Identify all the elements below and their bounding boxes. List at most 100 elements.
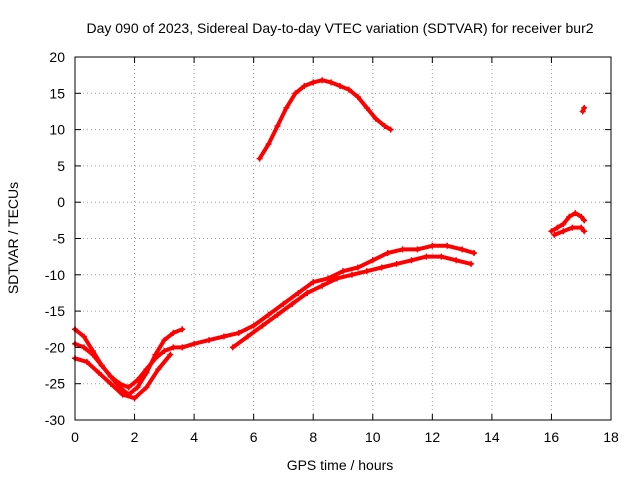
data-point (191, 340, 198, 347)
data-point (348, 271, 355, 278)
x-tick-label: 16 (544, 429, 560, 445)
data-point (295, 289, 302, 296)
x-tick-label: 14 (484, 429, 500, 445)
data-point (274, 311, 281, 318)
data-point (155, 366, 162, 373)
data-point (179, 344, 186, 351)
y-tick-label: 10 (49, 122, 65, 138)
data-point (89, 351, 96, 358)
data-point (453, 257, 460, 264)
data-point (143, 369, 150, 376)
data-point (170, 329, 177, 336)
data-point (206, 337, 212, 344)
data-point (310, 279, 317, 286)
y-tick-label: 20 (49, 49, 65, 65)
x-tick-label: 10 (365, 429, 381, 445)
data-point (429, 242, 436, 249)
data-point (220, 333, 227, 340)
data-point (378, 264, 385, 271)
data-point (387, 126, 394, 133)
data-point (325, 275, 332, 282)
x-tick-label: 12 (425, 429, 441, 445)
data-point (468, 260, 475, 267)
series-arc-late (548, 210, 588, 235)
series-layer (72, 77, 588, 402)
y-tick-label: -10 (45, 267, 65, 283)
data-point (265, 311, 272, 318)
y-tick-label: -25 (45, 376, 65, 392)
data-point (393, 260, 400, 267)
grid (75, 57, 611, 420)
data-point (345, 86, 352, 93)
x-tick-label: 2 (131, 429, 139, 445)
data-point (408, 257, 415, 264)
data-point (95, 369, 102, 376)
data-point (354, 264, 361, 271)
data-point (304, 289, 311, 296)
data-point (459, 246, 466, 253)
data-point (384, 250, 391, 257)
series-arc-point (579, 104, 588, 115)
data-point (372, 115, 379, 122)
data-point (167, 351, 174, 358)
data-point (274, 122, 281, 129)
data-point (80, 333, 87, 340)
data-point (572, 210, 579, 217)
data-point (579, 108, 586, 115)
data-point (334, 275, 341, 282)
data-point (83, 358, 90, 365)
data-point (283, 104, 290, 111)
data-point (292, 90, 299, 97)
data-point (310, 79, 317, 86)
series-arc-late-b (551, 224, 588, 238)
data-point (143, 384, 150, 391)
data-point (265, 141, 272, 148)
data-point (161, 348, 168, 355)
y-tick-label: -15 (45, 303, 65, 319)
x-tick-label: 4 (190, 429, 198, 445)
y-tick-label: -20 (45, 339, 65, 355)
data-point (179, 326, 186, 333)
data-point (363, 268, 370, 275)
y-tick-label: -30 (45, 412, 65, 428)
data-point (340, 268, 346, 275)
data-point (444, 242, 451, 249)
axis-ticks: 0 2 4 6 8 10 12 14 16 18 -30 -25 -20 -15 -10 -5 0 5 10 15 20 (45, 49, 619, 445)
data-point (134, 377, 141, 384)
data-point (98, 362, 105, 369)
data-point (560, 220, 567, 227)
x-tick-label: 6 (250, 429, 258, 445)
data-point (581, 228, 588, 235)
y-axis-label: SDTVAR / TECUs (5, 182, 21, 294)
data-point (554, 224, 561, 231)
x-tick-label: 0 (71, 429, 79, 445)
y-tick-label: 15 (49, 85, 65, 101)
data-point (354, 93, 361, 100)
data-point (399, 246, 406, 253)
data-point (161, 337, 168, 344)
series-arc-mid (229, 253, 475, 351)
data-point (337, 83, 344, 90)
data-point (256, 155, 263, 162)
data-point (569, 224, 576, 231)
data-point (578, 213, 585, 220)
y-tick-label: 0 (57, 194, 65, 210)
data-point (107, 380, 114, 387)
data-point (551, 231, 558, 238)
series-line (257, 78, 393, 161)
data-point (80, 344, 87, 351)
y-tick-label: 5 (57, 158, 65, 174)
data-point (581, 104, 588, 111)
data-point (369, 257, 376, 264)
x-axis-label: GPS time / hours (287, 457, 394, 473)
data-point (578, 224, 585, 231)
x-tick-label: 18 (603, 429, 619, 445)
data-point (548, 228, 555, 235)
data-point (229, 344, 236, 351)
chart-title: Day 090 of 2023, Sidereal Day-to-day VTE… (86, 20, 593, 36)
data-point (566, 213, 573, 220)
data-point (438, 253, 445, 260)
data-point (423, 253, 430, 260)
data-point (244, 333, 251, 340)
